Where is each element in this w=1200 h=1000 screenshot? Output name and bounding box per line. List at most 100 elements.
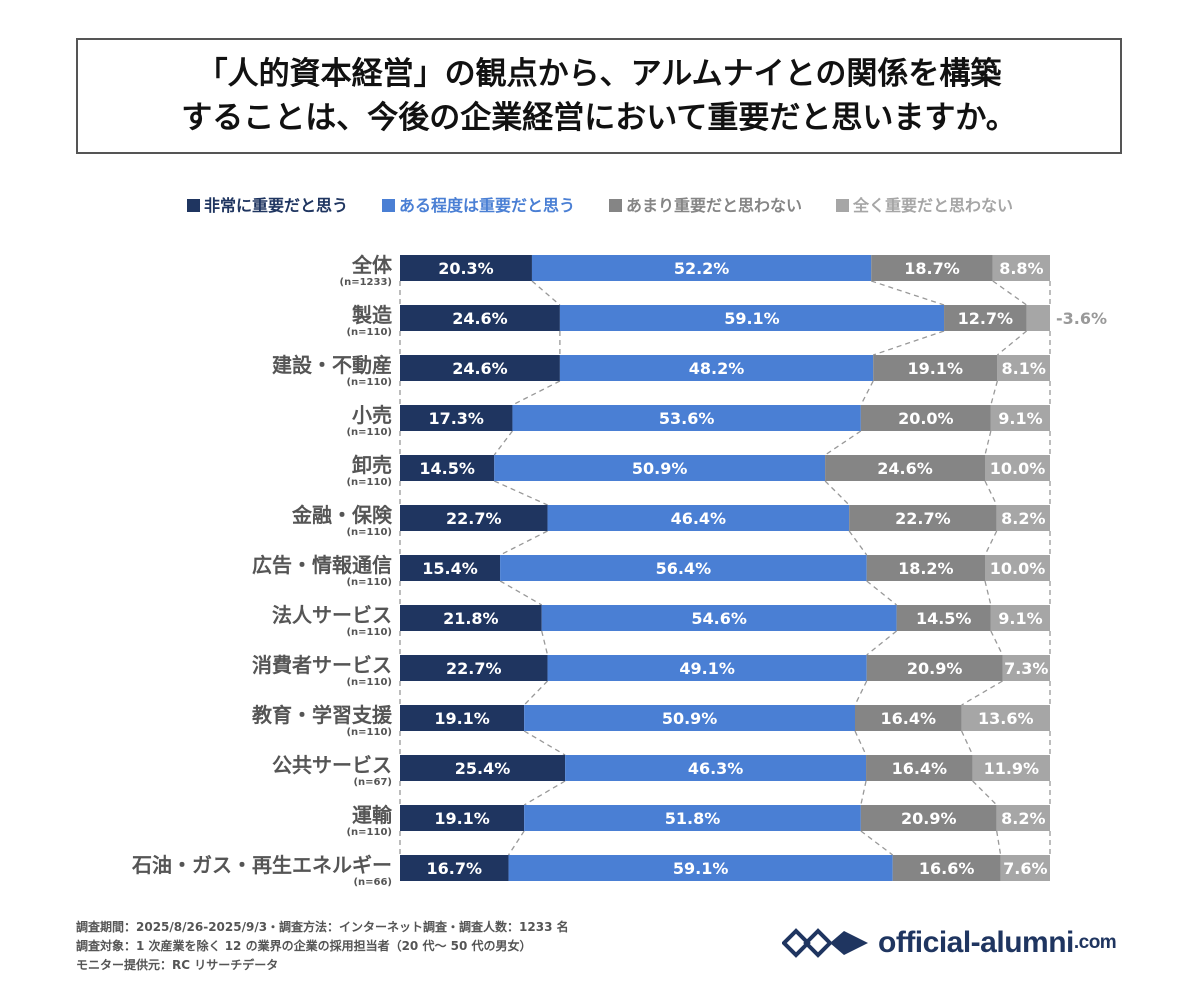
sample-size-label: (n=110) xyxy=(346,677,392,688)
connector-line xyxy=(493,480,548,506)
data-label: 21.8% xyxy=(443,609,499,628)
connector-line xyxy=(961,680,1003,706)
data-label: 25.4% xyxy=(455,759,511,778)
data-label: 20.9% xyxy=(901,809,957,828)
data-label: 59.1% xyxy=(724,309,780,328)
bar-segment xyxy=(985,455,1050,481)
data-label: 8.2% xyxy=(1001,509,1045,528)
category-label: 石油・ガス・再生エネルギー xyxy=(131,853,392,877)
data-label: -3.6% xyxy=(1056,309,1107,328)
bar-segment xyxy=(400,255,532,281)
sample-size-label: (n=110) xyxy=(346,477,392,488)
bar-segment xyxy=(400,305,560,331)
bar-segment xyxy=(892,855,1001,881)
category-label: 全体 xyxy=(351,253,393,277)
bar-segment xyxy=(1002,655,1050,681)
category-label: 建設・不動産 xyxy=(272,353,392,377)
bar-segment xyxy=(855,705,962,731)
chevron-logo-icon xyxy=(782,928,868,958)
data-label: 22.7% xyxy=(895,509,951,528)
connector-line xyxy=(866,630,898,656)
connector-line xyxy=(996,830,1002,856)
category-label: 金融・保険 xyxy=(291,503,393,527)
bar-segment xyxy=(860,405,991,431)
sample-size-label: (n=110) xyxy=(346,527,392,538)
data-label: 24.6% xyxy=(452,309,508,328)
legend-item-1: ある程度は重要だと思う xyxy=(381,192,575,216)
official-alumni-logo: official-alumni .com xyxy=(782,926,1117,960)
sample-size-label: (n=110) xyxy=(346,627,392,638)
bar-segment xyxy=(559,355,874,381)
sample-size-label: (n=1233) xyxy=(340,277,392,288)
legend-label: 非常に重要だと思う xyxy=(203,196,348,215)
connector-line xyxy=(523,730,566,756)
sample-size-label: (n=110) xyxy=(346,427,392,438)
bar-segment xyxy=(559,305,945,331)
data-label: 8.8% xyxy=(999,259,1043,278)
bar-segment xyxy=(524,705,855,731)
bar-segment xyxy=(985,555,1050,581)
sample-size-label: (n=66) xyxy=(353,877,392,888)
bar-segment xyxy=(400,655,548,681)
sample-size-label: (n=67) xyxy=(353,777,392,788)
bar-segment xyxy=(565,755,867,781)
data-label: 52.2% xyxy=(674,259,730,278)
bar-segment xyxy=(944,305,1027,331)
category-label: 教育・学習支援 xyxy=(252,703,393,727)
bar-segment xyxy=(990,405,1050,431)
data-label: 19.1% xyxy=(434,709,490,728)
connector-line xyxy=(996,330,1028,356)
bar-segment xyxy=(400,605,542,631)
legend-item-3: 全く重要だと思わない xyxy=(836,192,1013,216)
legend-swatch xyxy=(186,199,200,212)
connector-line xyxy=(854,680,868,706)
data-label: 24.6% xyxy=(452,359,508,378)
bar-segment xyxy=(871,255,993,281)
data-label: 54.6% xyxy=(691,609,747,628)
data-label: 50.9% xyxy=(662,709,718,728)
sample-size-label: (n=110) xyxy=(346,577,392,588)
bar-segment xyxy=(494,455,826,481)
data-label: 53.6% xyxy=(659,409,715,428)
chart-title: 「人的資本経営」の観点から、アルムナイとの関係を構築 することは、今後の企業経営… xyxy=(76,38,1122,154)
connector-line xyxy=(860,830,894,856)
connector-line xyxy=(531,280,561,306)
sample-size-label: (n=110) xyxy=(346,727,392,738)
data-label: 49.1% xyxy=(679,659,735,678)
category-label: 小売 xyxy=(352,403,392,427)
data-label: 9.1% xyxy=(998,409,1042,428)
category-label: 運輸 xyxy=(352,803,393,827)
connector-line xyxy=(499,530,548,556)
connector-line xyxy=(824,430,862,456)
bar-segment xyxy=(400,505,548,531)
bar-segment xyxy=(547,505,850,531)
category-label: 法人サービス xyxy=(272,603,392,627)
data-label: 7.3% xyxy=(1004,659,1048,678)
sample-size-label: (n=110) xyxy=(346,827,392,838)
legend-swatch xyxy=(609,199,622,212)
bar-segment xyxy=(996,505,1050,531)
bar-segment xyxy=(896,605,991,631)
title-line-2: することは、今後の企業経営において重要だと思いますか。 xyxy=(181,100,1017,136)
category-label: 公共サービス xyxy=(272,753,392,777)
data-label: 24.6% xyxy=(877,459,933,478)
connector-line xyxy=(824,480,850,506)
footer-line-3: モニター提供元：RC リサーチデータ xyxy=(76,958,279,972)
data-label: 48.2% xyxy=(689,359,745,378)
legend-item-2: あまり重要だと思わない xyxy=(609,192,802,216)
bar-segment xyxy=(866,655,1003,681)
connector-line xyxy=(984,430,992,456)
bar-segment xyxy=(1000,855,1050,881)
connector-line xyxy=(860,780,867,806)
bar-segment xyxy=(400,555,501,581)
logo-text: official-alumni xyxy=(878,926,1074,959)
bar-segment xyxy=(860,805,997,831)
bar-segment xyxy=(849,505,997,531)
bar-segment xyxy=(961,705,1050,731)
sample-size-label: (n=110) xyxy=(346,377,392,388)
data-label: 19.1% xyxy=(434,809,490,828)
connector-line xyxy=(990,630,1004,656)
data-label: 46.3% xyxy=(688,759,744,778)
bar-segment xyxy=(997,355,1050,381)
